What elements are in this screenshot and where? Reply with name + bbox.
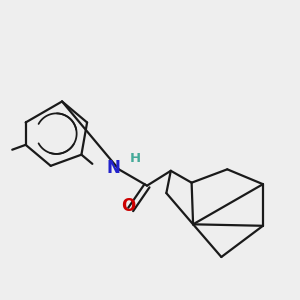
Text: O: O [121,197,135,215]
Text: H: H [130,152,141,165]
Text: N: N [106,159,120,177]
